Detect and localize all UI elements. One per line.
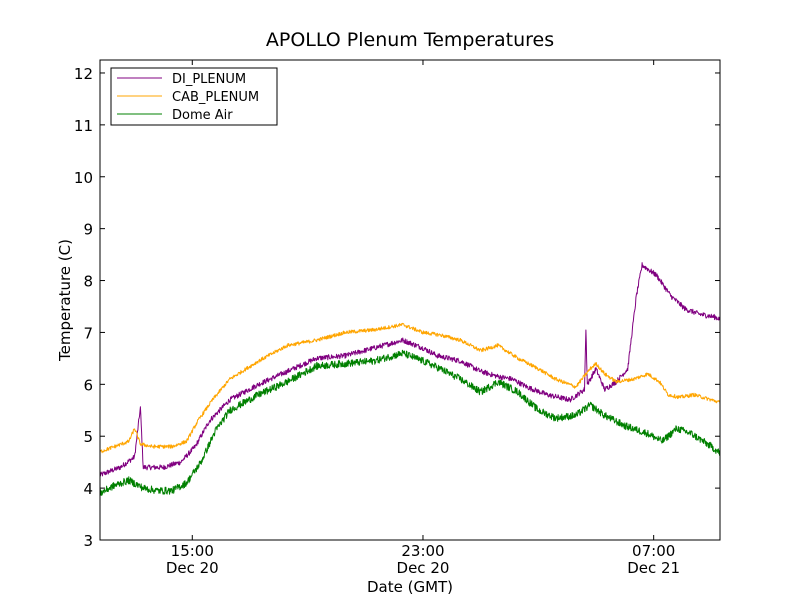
y-axis-label: Temperature (C) (56, 239, 74, 362)
plot-frame (99, 59, 721, 541)
y-tick-label: 11 (74, 117, 93, 135)
x-tick-label-time: 23:00 (401, 542, 444, 560)
y-tick-label: 7 (83, 324, 93, 342)
x-tick-label-date: Dec 21 (627, 559, 680, 577)
y-tick-label: 8 (83, 273, 93, 291)
x-axis-label: Date (GMT) (367, 578, 453, 596)
series-line-di-plenum (100, 262, 720, 477)
y-tick-label: 9 (83, 221, 93, 239)
x-tick-label-date: Dec 20 (397, 559, 450, 577)
chart-title: APOLLO Plenum Temperatures (266, 29, 554, 51)
y-tick-label: 3 (83, 532, 93, 550)
legend-label-dome-air: Dome Air (172, 108, 233, 123)
y-tick-label: 6 (83, 376, 93, 394)
legend: DI_PLENUM CAB_PLENUM Dome Air (110, 67, 278, 126)
y-tick-label: 12 (74, 65, 93, 83)
series-line-cab-plenum (100, 322, 720, 454)
series-layer (100, 262, 720, 496)
x-tick-label-date: Dec 20 (166, 559, 219, 577)
y-tick-label: 4 (83, 480, 93, 498)
y-tick-label: 10 (74, 169, 93, 187)
x-tick-label-time: 15:00 (171, 542, 214, 560)
series-line-dome-air (100, 349, 720, 496)
x-tick-label-time: 07:00 (632, 542, 675, 560)
legend-label-cab-plenum: CAB_PLENUM (172, 90, 259, 105)
y-tick-label: 5 (83, 428, 93, 446)
legend-label-di-plenum: DI_PLENUM (172, 72, 246, 87)
